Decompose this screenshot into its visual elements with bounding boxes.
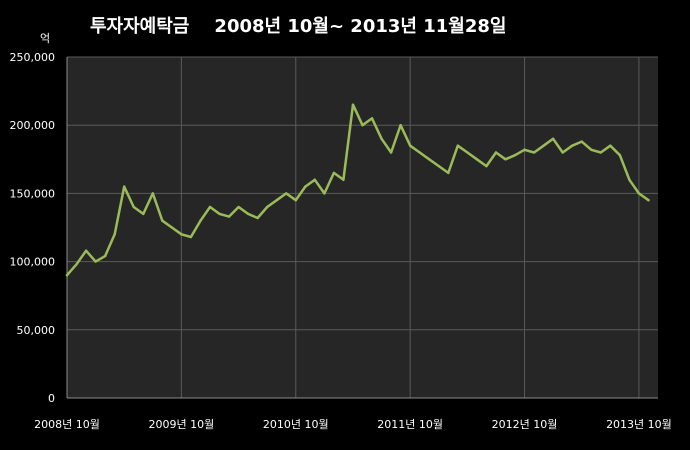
data-point: [389, 151, 393, 154]
data-point: [447, 171, 450, 175]
series-line: [65, 103, 650, 277]
data-point: [361, 124, 364, 127]
data-point: [65, 274, 69, 277]
data-point: [84, 249, 88, 252]
data-point: [246, 212, 250, 216]
y-tick-label: 200,000: [10, 119, 56, 132]
data-point: [618, 154, 622, 157]
data-point: [399, 124, 402, 127]
data-point: [637, 192, 641, 195]
data-point: [408, 144, 412, 147]
data-point: [294, 199, 297, 202]
data-point: [218, 212, 221, 216]
y-axis-unit-label: 억: [40, 32, 51, 45]
data-point: [170, 226, 174, 229]
data-point: [132, 205, 135, 209]
y-tick-label: 50,000: [17, 324, 56, 337]
x-tick-label: 2008년 10월: [34, 418, 100, 431]
data-point: [285, 192, 288, 195]
data-point: [142, 212, 145, 216]
data-point: [380, 137, 383, 141]
x-tick-label: 2009년 10월: [149, 418, 215, 431]
data-point: [428, 158, 431, 161]
data-point: [647, 199, 650, 202]
x-tick-label: 2013년 10월: [606, 418, 672, 431]
data-point: [513, 154, 517, 157]
data-point: [466, 151, 469, 154]
data-point: [437, 164, 440, 168]
data-point: [275, 199, 278, 202]
data-point: [103, 254, 107, 258]
data-point: [342, 178, 345, 181]
data-point: [208, 205, 212, 209]
data-point: [504, 158, 507, 161]
y-tick-label: 0: [48, 392, 55, 405]
data-point: [370, 117, 374, 120]
data-point: [265, 205, 269, 209]
data-point: [161, 219, 164, 222]
data-point: [94, 260, 97, 263]
data-point: [494, 151, 498, 154]
data-point: [237, 205, 240, 209]
data-point: [532, 151, 536, 154]
data-point: [113, 233, 116, 236]
data-point: [199, 219, 202, 222]
x-tick-label: 2011년 10월: [377, 418, 443, 431]
plot-area: [67, 57, 658, 398]
data-point: [523, 148, 526, 151]
data-point: [313, 178, 317, 181]
data-point: [599, 151, 603, 154]
data-point: [485, 164, 488, 168]
data-point: [122, 185, 126, 188]
y-tick-label: 100,000: [10, 256, 56, 269]
data-point: [561, 151, 564, 154]
x-tick-label: 2010년 10월: [263, 418, 329, 431]
data-point: [542, 144, 545, 147]
data-point: [351, 103, 355, 106]
data-point: [256, 216, 259, 220]
data-point: [456, 144, 460, 147]
data-point: [189, 235, 193, 239]
data-point: [580, 140, 583, 143]
y-tick-label: 250,000: [10, 51, 56, 64]
data-point: [304, 185, 307, 188]
data-point: [332, 171, 336, 175]
data-point: [418, 151, 421, 154]
x-tick-label: 2012년 10월: [492, 418, 558, 431]
data-point: [628, 178, 631, 181]
data-point: [590, 148, 593, 151]
chart-title: 투자자예탁금 2008년 10월~ 2013년 11월28일: [90, 16, 507, 37]
data-point: [75, 263, 78, 266]
data-point: [227, 215, 231, 218]
data-point: [571, 144, 574, 147]
data-point: [551, 137, 555, 141]
y-tick-label: 150,000: [10, 187, 56, 200]
data-point: [151, 192, 154, 195]
data-point: [180, 233, 183, 236]
data-point: [475, 158, 479, 161]
data-point: [323, 192, 326, 195]
data-point: [609, 144, 612, 147]
